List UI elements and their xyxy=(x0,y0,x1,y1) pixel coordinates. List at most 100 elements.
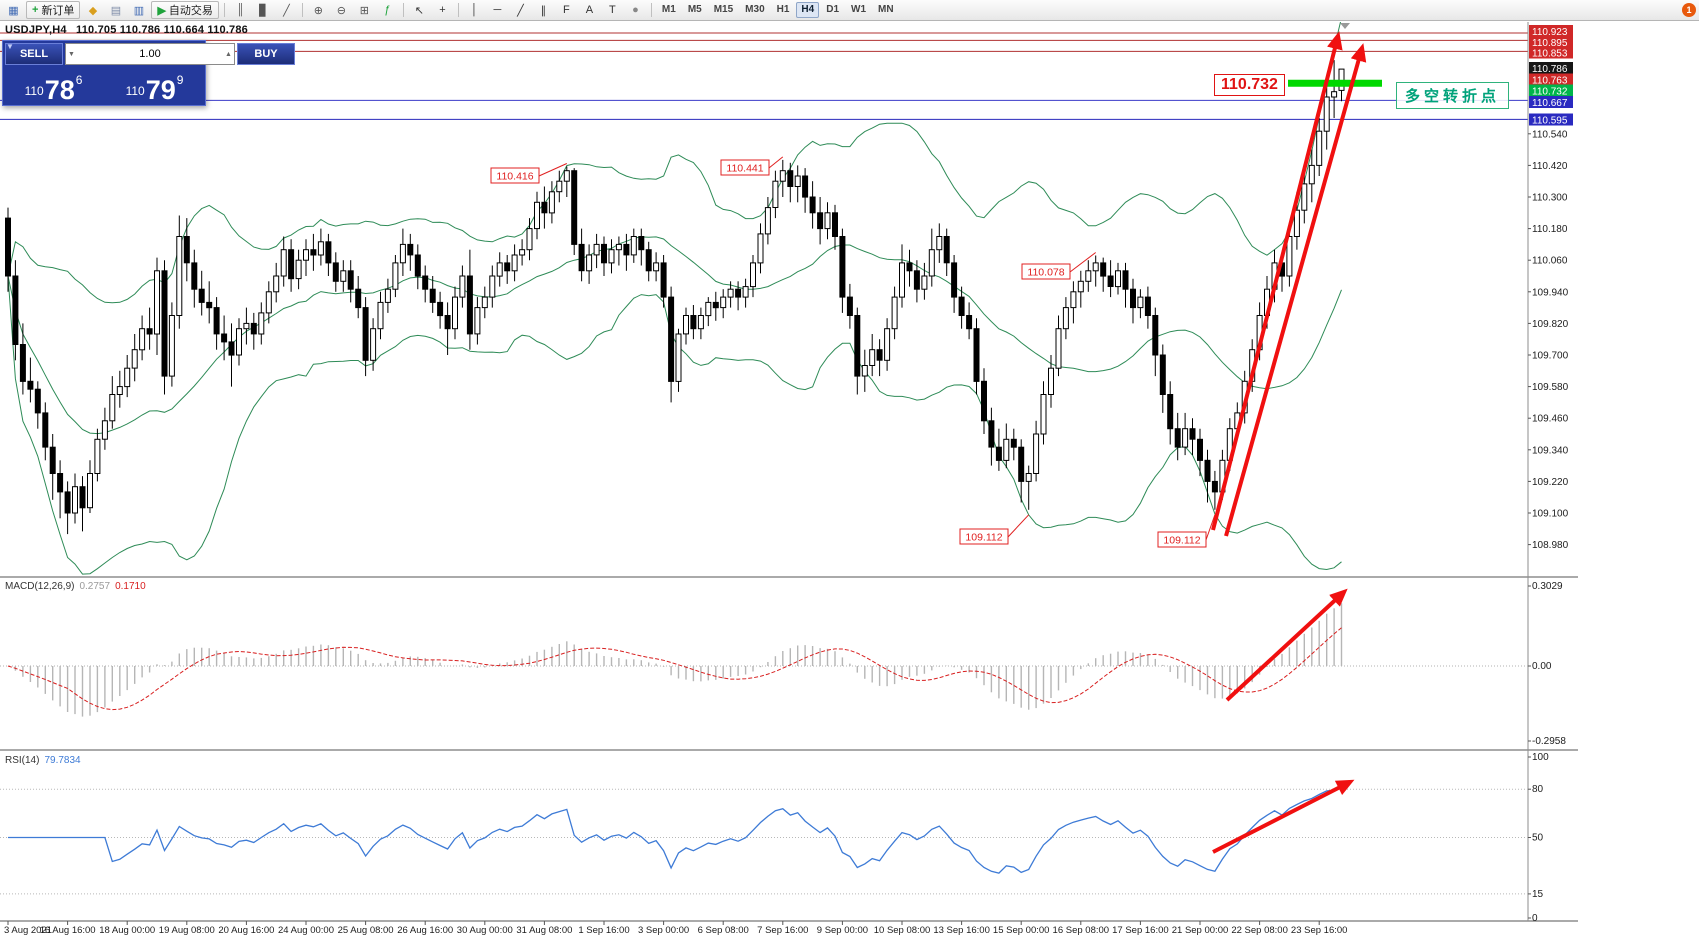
rsi-value: 79.7834 xyxy=(44,755,81,766)
svg-text:16 Aug 16:00: 16 Aug 16:00 xyxy=(40,925,96,936)
horizontal-line-icon[interactable]: ─ xyxy=(493,4,502,16)
toolbar-separator xyxy=(457,3,459,17)
quote-collapse-icon[interactable]: ▼ xyxy=(6,42,14,51)
ask-main: 79 xyxy=(145,75,176,105)
svg-text:24 Aug 00:00: 24 Aug 00:00 xyxy=(278,925,334,936)
ask-price[interactable]: 110 79 9 xyxy=(104,65,205,105)
rsi-name: RSI(14) xyxy=(5,755,40,766)
text-icon[interactable]: A xyxy=(585,4,594,16)
timeframe-w1[interactable]: W1 xyxy=(851,4,867,15)
chart-window-icon[interactable]: ▦ xyxy=(8,4,19,17)
bar-chart-icon[interactable]: ║ xyxy=(236,4,245,16)
price-badge: 110.895 xyxy=(1529,36,1573,49)
shapes-icon[interactable]: ● xyxy=(632,4,639,16)
svg-text:110.786: 110.786 xyxy=(1532,64,1568,75)
volume-increase-icon[interactable]: ▲ xyxy=(225,50,232,58)
svg-text:80: 80 xyxy=(1532,784,1544,795)
macd-signal-value: 0.1710 xyxy=(115,581,146,592)
svg-text:17 Sep 16:00: 17 Sep 16:00 xyxy=(1112,925,1169,936)
vertical-line-icon[interactable]: │ xyxy=(470,4,478,16)
svg-text:7 Sep 16:00: 7 Sep 16:00 xyxy=(757,925,808,936)
label-icon[interactable]: T xyxy=(609,4,616,16)
svg-text:109.700: 109.700 xyxy=(1532,351,1569,362)
notification-badge[interactable]: 1 xyxy=(1682,3,1696,17)
svg-text:109.112: 109.112 xyxy=(1163,535,1200,547)
new-order-button[interactable]: + 新订单 xyxy=(26,1,81,19)
autotrading-button[interactable]: ▶ 自动交易 xyxy=(151,1,219,19)
timeframe-mn[interactable]: MN xyxy=(878,4,894,15)
macd-panel xyxy=(0,603,1528,717)
svg-text:109.100: 109.100 xyxy=(1532,509,1569,520)
sell-button[interactable]: SELL xyxy=(5,43,63,65)
trend-arrows[interactable] xyxy=(1211,31,1367,854)
price-badge: 110.732 xyxy=(1529,84,1573,98)
timeframe-m1[interactable]: M1 xyxy=(661,4,676,15)
tile-windows-icon[interactable]: ⊞ xyxy=(359,4,370,17)
svg-text:109.940: 109.940 xyxy=(1532,287,1569,298)
svg-text:15: 15 xyxy=(1532,889,1544,900)
svg-text:1 Sep 16:00: 1 Sep 16:00 xyxy=(578,925,629,936)
svg-text:110.060: 110.060 xyxy=(1532,256,1568,267)
price-annotation[interactable]: 110.078 xyxy=(1021,252,1097,280)
symbol-ohlc-line: USDJPY,H4 110.705 110.786 110.664 110.78… xyxy=(5,24,248,36)
svg-text:23 Sep 16:00: 23 Sep 16:00 xyxy=(1291,925,1348,936)
new-order-button-icon: + xyxy=(32,4,39,16)
crosshair-icon[interactable]: + xyxy=(439,4,446,16)
chart-shift-marker[interactable] xyxy=(1340,23,1350,29)
timeframe-h1[interactable]: H1 xyxy=(776,4,790,15)
toolbar-separator xyxy=(650,3,652,17)
timeframe-m30[interactable]: M30 xyxy=(745,4,765,15)
svg-text:110.078: 110.078 xyxy=(1027,267,1064,279)
svg-text:21 Sep 00:00: 21 Sep 00:00 xyxy=(1172,925,1229,936)
svg-text:16 Sep 08:00: 16 Sep 08:00 xyxy=(1053,925,1110,936)
volume-decrease-icon[interactable]: ▼ xyxy=(68,50,75,58)
price-badge: 110.853 xyxy=(1529,46,1573,60)
data-window-icon[interactable]: ▤ xyxy=(110,4,122,17)
price-annotation[interactable]: 110.416 xyxy=(490,163,568,184)
timeframe-h4[interactable]: H4 xyxy=(796,2,820,18)
bid-price[interactable]: 110 78 6 xyxy=(3,65,104,105)
line-chart-icon[interactable]: ╱ xyxy=(283,4,290,17)
terminal-icon[interactable]: ▥ xyxy=(133,4,145,17)
zoom-in-icon[interactable]: ⊕ xyxy=(313,4,324,17)
buy-button[interactable]: BUY xyxy=(237,43,295,65)
svg-text:110.441: 110.441 xyxy=(726,163,763,175)
indicators-icon[interactable]: ƒ xyxy=(384,4,391,16)
zoom-out-icon[interactable]: ⊖ xyxy=(336,4,347,17)
svg-text:18 Aug 00:00: 18 Aug 00:00 xyxy=(99,925,155,936)
svg-text:9 Sep 00:00: 9 Sep 00:00 xyxy=(817,925,868,936)
svg-text:30 Aug 00:00: 30 Aug 00:00 xyxy=(457,925,513,936)
svg-text:110.923: 110.923 xyxy=(1532,27,1568,38)
volume-input[interactable] xyxy=(77,47,223,61)
market-watch-icon[interactable]: ◆ xyxy=(88,4,98,17)
symbol-name: USDJPY,H4 xyxy=(5,24,67,36)
svg-text:6 Sep 08:00: 6 Sep 08:00 xyxy=(698,925,749,936)
price-annotation[interactable]: 110.441 xyxy=(720,156,784,176)
svg-text:25 Aug 08:00: 25 Aug 08:00 xyxy=(338,925,394,936)
channel-icon[interactable]: ∥ xyxy=(540,4,547,17)
key-level-label[interactable]: 110.732 xyxy=(1214,74,1285,96)
rsi-panel xyxy=(0,787,1528,895)
candlestick-chart-icon[interactable]: ▊ xyxy=(259,4,268,17)
svg-text:19 Aug 08:00: 19 Aug 08:00 xyxy=(159,925,215,936)
macd-name: MACD(12,26,9) xyxy=(5,581,75,592)
cursor-icon[interactable]: ↖ xyxy=(414,4,425,17)
rsi-indicator-label: RSI(14) 79.7834 xyxy=(5,755,81,766)
toolbar-separator xyxy=(301,3,303,17)
volume-stepper: ▼ ▲ xyxy=(65,43,235,65)
price-badge: 110.786 xyxy=(1529,62,1573,75)
price-annotation[interactable]: 109.112 xyxy=(1157,514,1216,548)
svg-text:110.540: 110.540 xyxy=(1532,129,1568,140)
candles-layer xyxy=(5,60,1345,535)
timeframe-m5[interactable]: M5 xyxy=(687,4,702,15)
svg-text:100: 100 xyxy=(1532,752,1549,763)
turning-point-note[interactable]: 多空转折点 xyxy=(1396,82,1510,109)
timeframe-m15[interactable]: M15 xyxy=(713,4,734,15)
trendline-icon[interactable]: ╱ xyxy=(517,4,524,17)
price-annotation[interactable]: 109.112 xyxy=(959,514,1030,545)
fibonacci-icon[interactable]: F xyxy=(563,4,570,16)
timeframe-d1[interactable]: D1 xyxy=(826,4,840,15)
